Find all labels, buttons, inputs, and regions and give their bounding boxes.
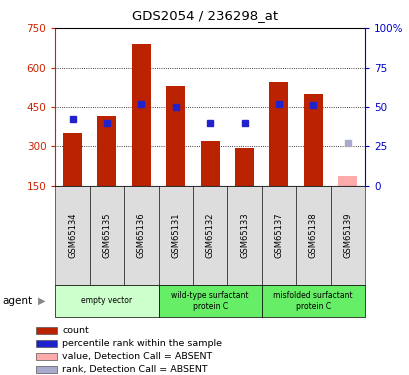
Text: empty vector: empty vector xyxy=(81,296,132,305)
Bar xyxy=(97,116,116,186)
Bar xyxy=(269,82,288,186)
Text: GSM65139: GSM65139 xyxy=(342,213,351,258)
Bar xyxy=(55,285,158,317)
Bar xyxy=(337,177,356,186)
Text: GSM65134: GSM65134 xyxy=(68,213,77,258)
Text: misfolded surfactant
protein C: misfolded surfactant protein C xyxy=(273,291,352,310)
Text: GSM65133: GSM65133 xyxy=(239,213,248,258)
Bar xyxy=(227,186,261,285)
Bar xyxy=(36,366,56,374)
Text: GSM65135: GSM65135 xyxy=(102,213,111,258)
Text: GSM65131: GSM65131 xyxy=(171,213,180,258)
Text: percentile rank within the sample: percentile rank within the sample xyxy=(62,339,222,348)
Text: wild-type surfactant
protein C: wild-type surfactant protein C xyxy=(171,291,248,310)
Bar xyxy=(234,148,253,186)
Bar xyxy=(200,141,219,186)
Text: GSM65137: GSM65137 xyxy=(274,213,283,258)
Bar xyxy=(158,285,261,317)
Text: GDS2054 / 236298_at: GDS2054 / 236298_at xyxy=(132,9,277,22)
Bar xyxy=(90,186,124,285)
Bar xyxy=(166,86,185,186)
Bar xyxy=(55,186,90,285)
Bar xyxy=(36,327,56,334)
Bar xyxy=(63,133,82,186)
Bar xyxy=(261,186,295,285)
Text: GSM65132: GSM65132 xyxy=(205,213,214,258)
Text: GSM65136: GSM65136 xyxy=(137,213,146,258)
Bar xyxy=(193,186,227,285)
Text: agent: agent xyxy=(2,296,32,306)
Bar xyxy=(36,340,56,347)
Text: ▶: ▶ xyxy=(38,296,45,306)
Text: value, Detection Call = ABSENT: value, Detection Call = ABSENT xyxy=(62,352,212,361)
Bar xyxy=(261,285,364,317)
Bar xyxy=(303,94,322,186)
Text: count: count xyxy=(62,326,89,335)
Text: GSM65138: GSM65138 xyxy=(308,213,317,258)
Bar xyxy=(330,186,364,285)
Text: rank, Detection Call = ABSENT: rank, Detection Call = ABSENT xyxy=(62,365,207,374)
Bar xyxy=(132,44,151,186)
Bar xyxy=(295,186,330,285)
Bar xyxy=(124,186,158,285)
Bar xyxy=(36,353,56,360)
Bar xyxy=(158,186,193,285)
